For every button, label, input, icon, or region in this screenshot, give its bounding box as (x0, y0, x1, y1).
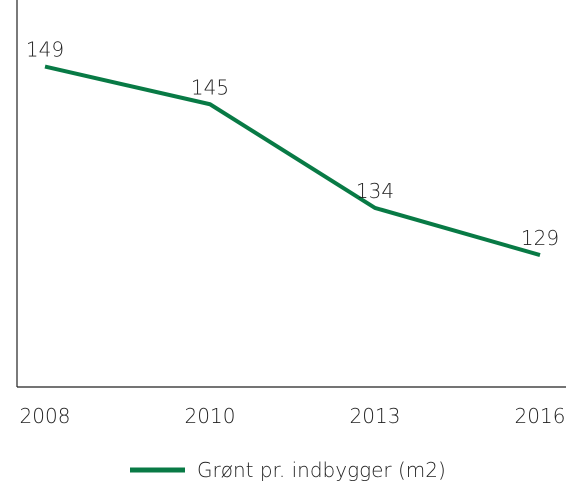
x-tick-label: 2010 (185, 404, 236, 428)
data-label: 145 (191, 75, 229, 99)
data-label: 129 (521, 226, 559, 250)
line (44, 64, 541, 257)
legend-label: Grønt pr. indbygger (m2) (197, 458, 446, 482)
x-tick-label: 2008 (20, 404, 71, 428)
data-label: 149 (26, 38, 64, 62)
data-label: 134 (356, 179, 394, 203)
x-tick-label: 2016 (515, 404, 566, 428)
x-tick-label: 2013 (350, 404, 401, 428)
